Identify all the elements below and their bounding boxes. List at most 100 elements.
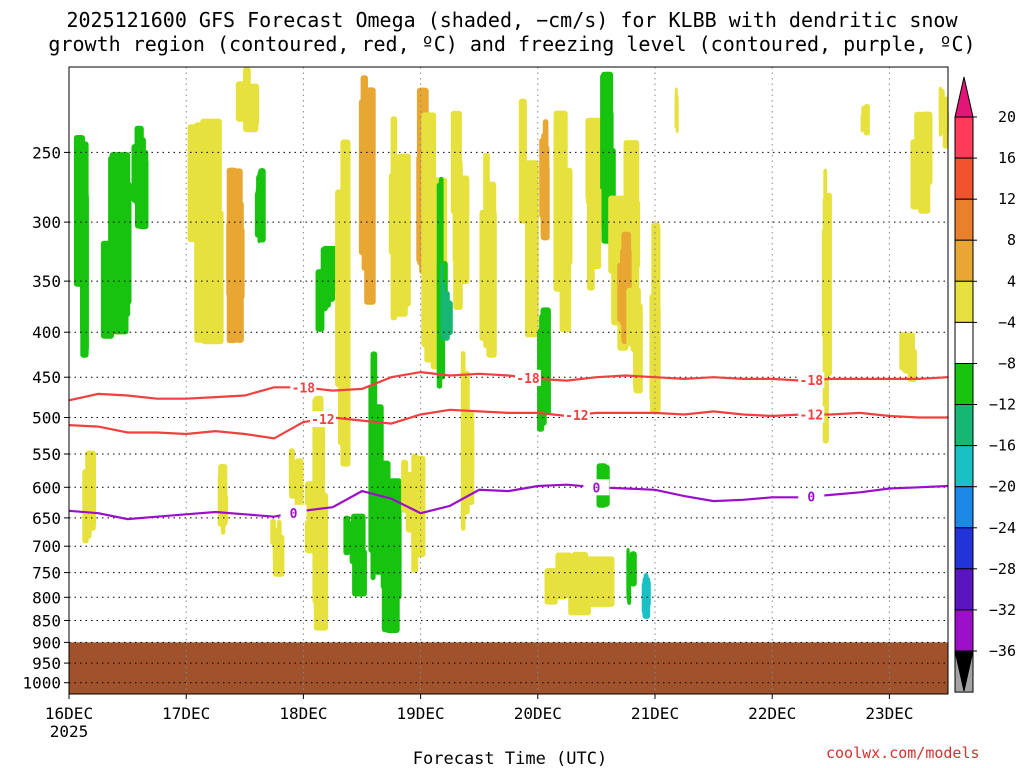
omega-cell [411, 453, 419, 573]
omega-cell [601, 71, 614, 182]
omega-cell [539, 138, 544, 218]
colorbar-label: 20 [998, 108, 1016, 126]
omega-cell [643, 581, 650, 602]
colorbar-swatch [954, 486, 974, 529]
omega-cell [674, 98, 678, 129]
colorbar-label: 16 [998, 149, 1016, 167]
omega-cell [226, 167, 238, 344]
omega-cell [257, 171, 261, 244]
omega-shading-layer [73, 67, 949, 633]
colorbar-label: −28 [989, 560, 1016, 578]
contour-label-bg [515, 369, 541, 386]
y-tick-label: 450 [32, 368, 61, 387]
colorbar-swatch [954, 321, 974, 364]
y-tick-label: 850 [32, 612, 61, 631]
y-tick-label: 750 [32, 564, 61, 583]
x-year-label: 2025 [50, 722, 89, 741]
omega-cell [544, 568, 558, 605]
colorbar-swatch [954, 363, 974, 406]
contour-label-bg [290, 379, 317, 396]
y-tick-label: 650 [32, 509, 61, 528]
x-tick-label: 22DEC [748, 704, 796, 723]
colorbar-label: −32 [989, 601, 1016, 619]
colorbar-swatch [954, 527, 974, 570]
y-tick-label: 250 [32, 143, 61, 162]
chart-title-line-2: growth region (contoured, red, ºC) and f… [48, 32, 976, 56]
contour-label-bg [798, 372, 825, 388]
contour-label: 0 [592, 481, 600, 496]
omega-cell [361, 94, 367, 271]
omega-cell [629, 551, 637, 587]
x-tick-label: 20DEC [514, 704, 562, 723]
colorbar-swatch [954, 116, 974, 159]
x-tick-label: 16DEC [45, 704, 93, 723]
x-axis: 16DEC 17DEC 18DEC 19DEC 20DEC 21DEC 22DEC 23DEC… [45, 694, 913, 741]
colorbar-label: 4 [1007, 272, 1016, 290]
contour-label: -18 [516, 372, 540, 387]
contour-label-bg [798, 406, 825, 423]
omega-cell [381, 507, 393, 633]
terrain-fill [69, 642, 948, 694]
x-tick-label: 23DEC [865, 704, 913, 723]
omega-cell [460, 351, 466, 531]
y-tick-label: 300 [32, 213, 61, 232]
omega-cell [392, 181, 403, 299]
contour-label: -12 [311, 413, 334, 428]
omega-cell [586, 130, 601, 206]
contour-label: -12 [565, 409, 588, 424]
contour-layer: -18 -18 -18 -12 -12 -12 0 0 0 [68, 369, 949, 522]
contour-label-bg [563, 407, 590, 423]
colorbar-top-arrow [954, 76, 974, 118]
omega-cell [938, 86, 943, 137]
omega-cell [364, 87, 376, 305]
omega-cell [918, 139, 931, 214]
omega-cell [861, 105, 865, 128]
omega-cell [82, 469, 89, 544]
omega-cell [322, 245, 338, 293]
colorbar: 20 16 12 8 4 −4 −8 −12 −16 −20 −24 −28 −32 −36 [954, 76, 1016, 693]
omega-cell [864, 116, 870, 126]
contour-label-bg [309, 411, 336, 428]
omega-cell [217, 474, 227, 527]
omega-cell [134, 125, 144, 207]
contour-label: -18 [800, 374, 824, 389]
omega-cell [343, 515, 351, 556]
omega-cell [525, 160, 539, 338]
omega-cell [201, 210, 224, 345]
y-tick-label: 550 [32, 445, 61, 464]
colorbar-label: 8 [1007, 231, 1016, 249]
colorbar-label: −8 [998, 355, 1016, 373]
colorbar-swatch [954, 280, 974, 323]
colorbar-label: −24 [989, 519, 1016, 537]
x-axis-title: Forecast Time (UTC) [413, 749, 607, 768]
colorbar-bottom-arrow [954, 650, 974, 692]
y-tick-label: 400 [32, 323, 61, 342]
omega-cell [442, 290, 450, 341]
colorbar-swatch [954, 445, 974, 488]
omega-cell [823, 168, 828, 341]
omega-cell [486, 210, 497, 358]
contour-label-bg [280, 504, 307, 521]
omega-cell [340, 139, 351, 467]
y-tick-label: 350 [32, 272, 61, 291]
colorbar-label: −20 [989, 478, 1016, 496]
y-tick-label: 500 [32, 409, 61, 428]
colorbar-swatch [954, 239, 974, 282]
y-tick-label: 800 [32, 588, 61, 607]
omega-cell [538, 357, 547, 426]
colorbar-label: −36 [989, 642, 1016, 660]
y-tick-label: 700 [32, 537, 61, 556]
omega-cell [313, 412, 326, 594]
y-tick-label: 950 [32, 654, 61, 673]
x-tick-label: 18DEC [279, 704, 327, 723]
x-tick-label: 21DEC [631, 704, 679, 723]
contour-label-bg [583, 479, 610, 496]
colorbar-label: −16 [989, 437, 1016, 455]
credit-link[interactable]: coolwx.com/models [826, 744, 980, 762]
y-tick-label: 900 [32, 633, 61, 652]
omega-cell [289, 470, 300, 499]
colorbar-swatch [954, 404, 974, 447]
omega-cell [943, 96, 949, 121]
omega-cell [450, 110, 458, 215]
